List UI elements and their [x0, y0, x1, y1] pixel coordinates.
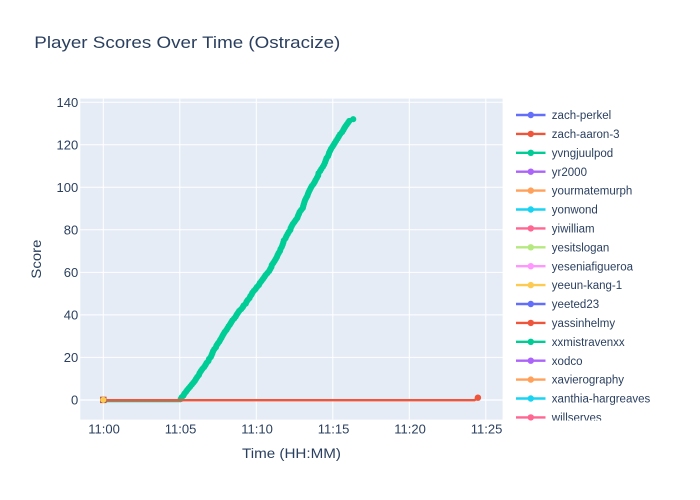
- svg-text:xavierography: xavierography: [552, 375, 624, 387]
- svg-text:zach-perkel: zach-perkel: [552, 110, 611, 122]
- svg-text:11:05: 11:05: [165, 421, 197, 436]
- svg-text:11:20: 11:20: [394, 421, 426, 436]
- svg-text:Player Scores Over Time (Ostra: Player Scores Over Time (Ostracize): [34, 33, 340, 52]
- svg-text:yeeted23: yeeted23: [552, 299, 599, 311]
- svg-text:Score: Score: [28, 239, 44, 278]
- svg-text:yonwond: yonwond: [552, 205, 598, 217]
- svg-text:60: 60: [64, 265, 78, 280]
- svg-text:40: 40: [64, 308, 78, 323]
- svg-text:xxmistravenxx: xxmistravenxx: [552, 337, 625, 349]
- svg-text:zach-aaron-3: zach-aaron-3: [552, 129, 620, 141]
- svg-text:0: 0: [71, 393, 78, 408]
- svg-text:11:00: 11:00: [88, 421, 120, 436]
- svg-text:140: 140: [56, 95, 78, 110]
- svg-text:Time (HH:MM): Time (HH:MM): [242, 445, 341, 461]
- svg-text:11:15: 11:15: [318, 421, 350, 436]
- svg-text:11:25: 11:25: [471, 421, 503, 436]
- svg-text:80: 80: [64, 222, 78, 237]
- svg-text:yassinhelmy: yassinhelmy: [552, 318, 616, 330]
- svg-text:yesitslogan: yesitslogan: [552, 242, 610, 254]
- svg-text:yourmatemurph: yourmatemurph: [552, 186, 633, 198]
- svg-text:yiwilliam: yiwilliam: [552, 224, 595, 236]
- svg-text:20: 20: [64, 350, 78, 365]
- svg-text:xanthia-hargreaves: xanthia-hargreaves: [552, 394, 651, 406]
- svg-text:yr2000: yr2000: [552, 167, 587, 179]
- svg-text:yvngjuulpod: yvngjuulpod: [552, 148, 613, 160]
- svg-text:120: 120: [56, 137, 78, 152]
- svg-text:willserves: willserves: [551, 413, 602, 425]
- svg-text:11:10: 11:10: [241, 421, 273, 436]
- svg-text:100: 100: [56, 180, 78, 195]
- svg-text:yeseniafigueroa: yeseniafigueroa: [552, 261, 634, 273]
- svg-text:yeeun-kang-1: yeeun-kang-1: [552, 280, 622, 292]
- svg-text:xodco: xodco: [552, 356, 583, 368]
